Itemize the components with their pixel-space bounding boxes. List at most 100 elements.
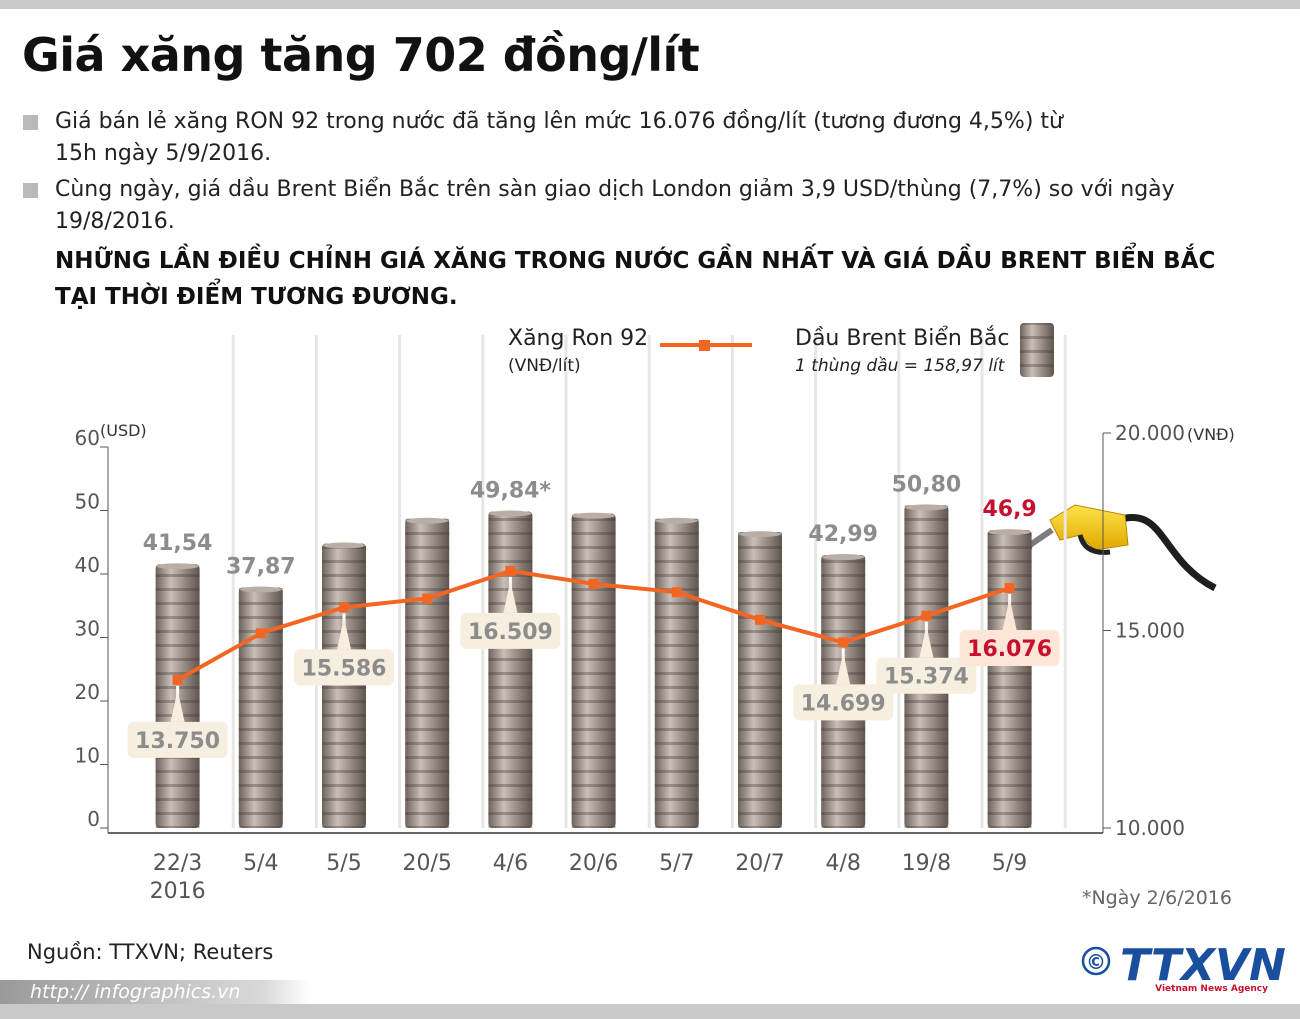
fuel-nozzle bbox=[1017, 504, 1217, 592]
barrel-top bbox=[572, 512, 615, 519]
x-tick-label: 5/9 bbox=[992, 851, 1027, 876]
top-bar bbox=[0, 0, 1300, 9]
legend-unit: (VNĐ/lít) bbox=[508, 356, 581, 376]
value-label-box bbox=[460, 612, 561, 649]
barrel-top bbox=[905, 504, 948, 511]
chart-title-group: NHỮNG LẦN ĐIỀU CHỈNH GIÁ XĂNG TRONG NƯỚC… bbox=[55, 243, 1215, 310]
barrel-top bbox=[988, 529, 1031, 536]
price-marker bbox=[422, 593, 433, 604]
barrel-top bbox=[239, 586, 282, 593]
bar-value-label: 41,54 bbox=[143, 531, 213, 556]
price-marker bbox=[1004, 582, 1015, 593]
value-label-box bbox=[959, 629, 1060, 666]
barrel-top bbox=[739, 531, 781, 538]
value-label-box bbox=[793, 684, 894, 721]
price-marker bbox=[339, 602, 349, 613]
label-pointer bbox=[503, 580, 518, 613]
x-tick-label: 5/5 bbox=[326, 851, 361, 876]
legend-barrel-icon bbox=[1020, 323, 1054, 377]
nozzle-trigger bbox=[1077, 534, 1111, 555]
x-tick-label: 5/7 bbox=[659, 851, 694, 876]
line-value-label: 16.509 bbox=[468, 620, 553, 645]
x-tick-label: 5/4 bbox=[243, 851, 278, 876]
barrel-rib bbox=[405, 518, 450, 828]
barrel-top bbox=[406, 517, 449, 524]
chart-title: TẠI THỜI ĐIỂM TƯƠNG ĐƯƠNG. bbox=[55, 279, 458, 310]
y-tick-label: 60 bbox=[75, 426, 100, 450]
price-marker bbox=[588, 578, 599, 589]
barrel-rib bbox=[738, 532, 782, 828]
price-marker bbox=[838, 637, 849, 648]
y-tick-label: 20 bbox=[75, 680, 100, 704]
x-tick-label: 22/3 bbox=[153, 851, 202, 876]
copyright: © bbox=[1086, 950, 1106, 974]
x-tick-label: 19/8 bbox=[902, 851, 951, 876]
barrel-rib bbox=[488, 511, 533, 828]
logo: TTXVN bbox=[1120, 940, 1286, 991]
legend-note: 1 thùng dầu = 158,97 lít bbox=[795, 355, 1006, 376]
bar-value-label: 46,9 bbox=[982, 497, 1036, 522]
legend-label: Dầu Brent Biển Bắc bbox=[795, 326, 1009, 351]
nozzle-body bbox=[1049, 504, 1129, 551]
line-value-label: 15.374 bbox=[884, 665, 969, 690]
source: Nguồn: TTXVN; Reuters bbox=[27, 940, 274, 964]
legend-marker bbox=[699, 340, 710, 351]
barrel-rib bbox=[322, 543, 366, 828]
agency: Vietnam News Agency bbox=[1155, 984, 1268, 994]
barrel-top bbox=[156, 563, 199, 570]
line-value-label: 14.699 bbox=[801, 691, 886, 716]
bottom-bar bbox=[0, 1004, 1300, 1019]
bar-value-label: 50,80 bbox=[892, 472, 962, 497]
line-value-label: 15.586 bbox=[302, 656, 387, 681]
barrel-top bbox=[489, 510, 532, 517]
bar-value-label: 37,87 bbox=[226, 555, 296, 580]
label-pointer bbox=[919, 625, 934, 658]
y-tick-label: 30 bbox=[75, 617, 100, 641]
legend-barrel-rib bbox=[1020, 323, 1054, 377]
price-marker bbox=[755, 614, 765, 625]
x-tick-label: 20/6 bbox=[569, 851, 618, 876]
x-tick-label: 4/6 bbox=[493, 851, 528, 876]
line-value-label: 13.750 bbox=[135, 729, 220, 754]
price-marker bbox=[172, 674, 183, 685]
barrel-rib bbox=[571, 513, 616, 828]
site-url: http:// infographics.vn bbox=[30, 981, 241, 1003]
y-tick-label: 50 bbox=[75, 490, 100, 514]
legend-label: Xăng Ron 92 bbox=[508, 326, 648, 351]
price-marker bbox=[921, 610, 932, 621]
price-marker bbox=[255, 628, 266, 639]
label-pointer bbox=[170, 689, 185, 722]
barrel-top bbox=[655, 517, 698, 524]
y2-tick-label: 15.000 bbox=[1115, 619, 1185, 643]
footnote: *Ngày 2/6/2016 bbox=[1082, 887, 1232, 909]
barrel-rib bbox=[238, 587, 283, 828]
label-pointer bbox=[337, 617, 351, 650]
chart-title: NHỮNG LẦN ĐIỀU CHỈNH GIÁ XĂNG TRONG NƯỚC… bbox=[55, 243, 1215, 274]
url-bar bbox=[0, 980, 310, 1004]
y2-tick-label: 20.000 bbox=[1115, 421, 1185, 445]
label-pointer bbox=[836, 652, 851, 685]
y2-axis-label: (VNĐ) bbox=[1187, 425, 1235, 444]
bar-value-label: 49,84* bbox=[470, 479, 552, 504]
barrel-top bbox=[822, 554, 865, 561]
bullet: Giá bán lẻ xăng RON 92 trong nước đã tăn… bbox=[23, 106, 1075, 170]
price-marker bbox=[671, 587, 682, 598]
value-label-box bbox=[127, 721, 228, 758]
x-tick-label: 4/8 bbox=[825, 851, 860, 876]
bullet: Cùng ngày, giá dầu Brent Biển Bắc trên s… bbox=[23, 174, 1295, 238]
value-label-box bbox=[294, 649, 394, 686]
page-title: Giá xăng tăng 702 đồng/lít bbox=[22, 28, 700, 82]
x-tick-label: 20/7 bbox=[735, 851, 784, 876]
line-value-label: 16.076 bbox=[967, 637, 1052, 662]
barrel-rib bbox=[654, 518, 699, 828]
y2-tick-label: 10.000 bbox=[1115, 816, 1185, 840]
price-marker bbox=[505, 565, 516, 576]
barrel-rib bbox=[987, 530, 1032, 828]
x-tick-label: 20/5 bbox=[402, 851, 451, 876]
value-label-box bbox=[876, 657, 977, 694]
label-pointer bbox=[1002, 597, 1017, 630]
y-tick-label: 40 bbox=[75, 553, 100, 577]
y-axis-label: (USD) bbox=[100, 421, 147, 440]
y-tick-label: 10 bbox=[75, 744, 100, 768]
